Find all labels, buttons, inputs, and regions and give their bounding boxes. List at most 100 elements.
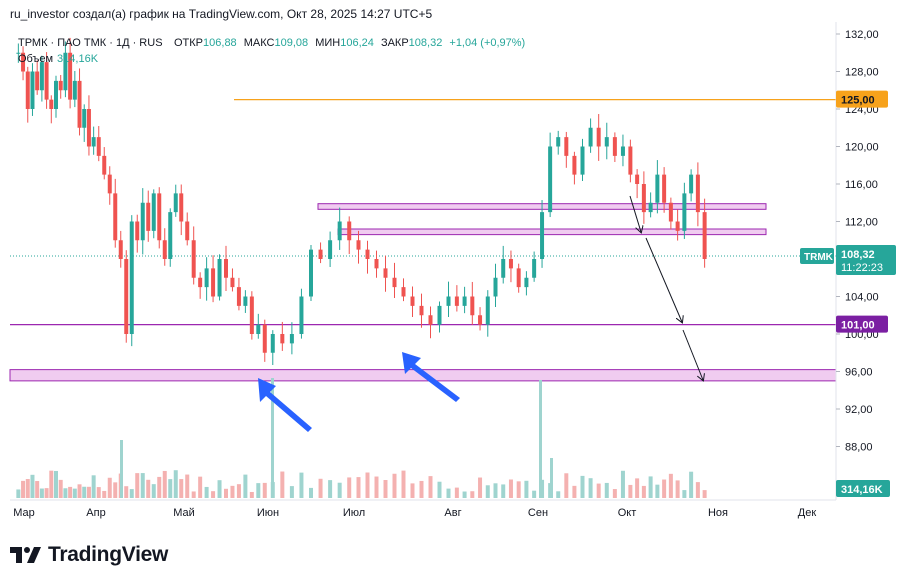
volume-bar — [392, 473, 397, 498]
volume-bar — [91, 475, 96, 498]
volume-bar — [191, 491, 196, 498]
candle-body — [612, 137, 617, 156]
candle-body — [620, 146, 625, 156]
candle-body — [428, 315, 433, 325]
volume-bar — [16, 489, 21, 498]
volume-bar — [564, 473, 569, 498]
last-price-value: 108,32 — [841, 249, 875, 261]
candle-body — [30, 71, 35, 109]
blue-pointer-arrow — [258, 378, 312, 432]
volume-bar — [211, 491, 216, 498]
candle-body — [102, 155, 107, 175]
candle-body — [54, 80, 58, 109]
candle-body — [493, 277, 498, 297]
candle-body — [309, 249, 313, 297]
candle-body — [580, 146, 585, 175]
volume-bar — [556, 491, 561, 498]
candle-body — [410, 296, 415, 306]
volume-bar — [462, 491, 467, 498]
time-tick-label: Дек — [798, 507, 817, 519]
time-tick-label: Июл — [343, 507, 365, 519]
candle-body — [157, 193, 162, 241]
volume-bar — [695, 482, 700, 498]
candle-body — [211, 268, 216, 297]
candle-body — [454, 296, 459, 306]
volume-bar — [168, 479, 173, 498]
candle-body — [124, 259, 129, 334]
candle-body — [347, 221, 352, 241]
candle-body — [556, 137, 561, 147]
volume-bar — [146, 479, 151, 498]
candle-body — [485, 296, 490, 325]
volume-bar — [337, 482, 342, 498]
legend-volume: Объем 314,16K — [18, 53, 99, 65]
forecast-arrow — [682, 329, 703, 380]
price-tag-101-bg — [836, 315, 888, 333]
candle-body — [383, 268, 388, 278]
volume-bar — [539, 380, 542, 498]
time-tick-label: Авг — [444, 507, 461, 519]
volume-bar — [280, 471, 285, 498]
volume-bar — [446, 488, 451, 498]
volume-bar — [454, 487, 459, 498]
candle-body — [628, 146, 633, 175]
price-tick-label: 104,00 — [845, 292, 879, 304]
volume-bar — [271, 378, 274, 498]
price-tag-125: 125,00 — [841, 95, 875, 107]
volume-bar — [151, 484, 156, 498]
candle-body — [77, 80, 82, 128]
volume-bar — [204, 486, 209, 498]
candle-body — [635, 174, 640, 184]
last-price-tag-bg — [836, 245, 896, 275]
volume-bar — [262, 482, 267, 498]
tradingview-logo[interactable]: TradingView — [10, 543, 168, 567]
candle-body — [478, 315, 483, 325]
candle-body — [365, 249, 370, 259]
price-tag-101: 101,00 — [841, 320, 875, 332]
volume-bar — [524, 480, 529, 498]
candle-body — [540, 212, 545, 259]
volume-bar — [236, 484, 241, 498]
volume-bar — [662, 479, 667, 498]
volume-bar — [35, 481, 40, 498]
candle-body — [419, 305, 424, 316]
time-tick-label: Апр — [86, 507, 105, 519]
volume-bar — [44, 488, 49, 498]
candle-body — [204, 268, 209, 288]
volume-bar — [419, 480, 424, 498]
volume-tag: 314,16K — [841, 484, 883, 496]
volume-bar — [289, 486, 294, 498]
candle-body — [516, 268, 521, 288]
volume-bar — [689, 471, 694, 498]
time-tick-label: Июн — [257, 507, 279, 519]
volume-bar — [58, 479, 63, 498]
candle-body — [374, 259, 379, 269]
volume-bar — [328, 480, 333, 498]
candle-body — [256, 324, 261, 334]
candle-body — [641, 184, 646, 213]
tradingview-logo-icon — [10, 547, 41, 563]
candle-body — [280, 334, 285, 344]
volume-tag-bg — [836, 480, 890, 497]
candle-body — [249, 296, 254, 334]
candle-body — [162, 240, 167, 259]
blue-pointer-arrow — [402, 352, 460, 402]
volume-bar — [635, 478, 640, 498]
candle-body — [702, 212, 707, 259]
support-zone — [337, 228, 767, 236]
volume-bar — [580, 475, 585, 498]
volume-bar — [347, 477, 352, 498]
volume-bar — [68, 486, 73, 498]
volume-bar — [493, 483, 498, 498]
volume-bar — [612, 489, 617, 498]
volume-bar — [124, 486, 129, 498]
candle-body — [675, 221, 680, 231]
volume-bar — [508, 479, 513, 498]
candle-body — [289, 334, 294, 344]
price-tick-label: 116,00 — [845, 179, 878, 191]
candle-body — [668, 202, 673, 222]
candle-body — [236, 287, 241, 306]
volume-bar — [428, 476, 433, 498]
candle-body — [35, 71, 40, 91]
